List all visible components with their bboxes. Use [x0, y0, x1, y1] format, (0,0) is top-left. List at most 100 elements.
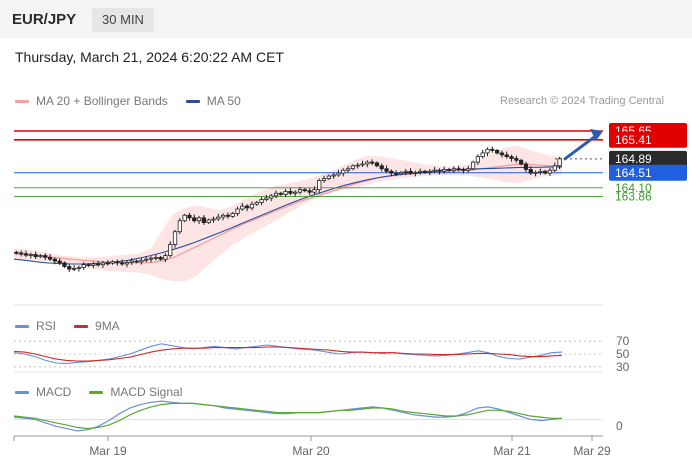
candle-body — [38, 255, 43, 258]
candle-body — [144, 258, 149, 261]
candle-body — [124, 262, 130, 265]
candle-body — [62, 262, 67, 267]
candle-body — [129, 260, 134, 263]
legend-ma20: MA 20 + Bollinger Bands — [15, 94, 168, 108]
candle-body — [456, 168, 461, 171]
candle-body — [307, 190, 312, 193]
candle-body — [384, 168, 389, 172]
candle-body — [321, 178, 327, 181]
candle-body — [365, 161, 370, 165]
candle-body — [115, 261, 120, 264]
price-label-box-165-41 — [609, 131, 687, 148]
candle-body — [120, 262, 125, 265]
candle-body — [514, 158, 519, 161]
ma50-line — [13, 166, 562, 265]
price-label-165-41: 165.41 — [615, 133, 652, 147]
legend-macd-label: MACD — [36, 385, 72, 399]
candle-body — [408, 170, 413, 174]
candle-body — [504, 154, 509, 158]
candle-body — [201, 217, 207, 223]
candle-body — [394, 172, 399, 175]
candle-body — [196, 217, 202, 222]
candle-body — [14, 251, 19, 254]
candle-body — [211, 218, 216, 221]
instrument-title: EUR/JPY — [12, 11, 77, 28]
top-bar: EUR/JPY 30 MIN — [0, 0, 692, 38]
legend-ma50: MA 50 — [185, 94, 241, 108]
legend-macd: MACD — [15, 385, 71, 399]
candle-body — [355, 164, 360, 167]
candle-body — [437, 169, 442, 172]
macd-legend: MACD MACD Signal — [15, 385, 200, 399]
candle-body — [398, 171, 404, 175]
candle-body — [95, 263, 101, 266]
candle-body — [403, 170, 408, 173]
candle-body — [57, 260, 62, 264]
interval-button[interactable]: 30 MIN — [92, 8, 154, 32]
candle-body — [177, 220, 182, 233]
candle-body — [490, 148, 495, 151]
candle-body — [442, 169, 447, 172]
candle-body — [206, 219, 211, 223]
candle-body — [480, 152, 485, 158]
candle-body — [153, 256, 158, 259]
candle-body — [225, 214, 231, 217]
legend-ma20-swatch — [15, 99, 29, 103]
candle-body — [547, 169, 553, 174]
candle-body — [168, 244, 173, 256]
candle-body — [331, 174, 336, 177]
candle-body — [182, 214, 187, 222]
candle-body — [369, 161, 375, 164]
candle-body — [374, 162, 380, 167]
candle-body — [81, 264, 86, 269]
candle-body — [451, 168, 456, 171]
candle-body — [71, 267, 77, 270]
ma20-line — [13, 163, 562, 264]
candle-body — [360, 163, 365, 166]
candle-body — [336, 172, 341, 176]
candle-body — [413, 171, 418, 174]
legend-9ma: 9MA — [74, 319, 120, 333]
rsi-tick-30: 30 — [616, 360, 630, 374]
candle-body — [216, 216, 221, 220]
candle-body — [528, 169, 533, 174]
candle-body — [139, 259, 144, 263]
candle-body — [418, 170, 423, 173]
legend-rsi: RSI — [15, 319, 56, 333]
price-label-164-51: 164.51 — [615, 166, 652, 180]
candle-body — [533, 171, 538, 174]
bollinger-band-area — [14, 145, 562, 282]
candle-body — [192, 217, 197, 222]
candle-body — [172, 231, 178, 245]
candle-body — [23, 253, 29, 256]
rsi-tick-70: 70 — [616, 334, 630, 348]
candle-body — [105, 262, 110, 265]
candle-body — [259, 199, 264, 203]
candle-body — [235, 208, 240, 214]
candle-body — [475, 156, 481, 163]
candle-body — [519, 159, 524, 165]
candle-body — [19, 252, 24, 255]
candle-body — [230, 213, 235, 217]
candle-body — [427, 170, 432, 173]
target-arrow-head — [590, 128, 603, 141]
candle-body — [552, 165, 557, 171]
x-tick-label: Mar 29 — [573, 444, 611, 458]
legend-rsi-label: RSI — [36, 319, 57, 333]
candle-body — [470, 161, 476, 170]
candle-body — [148, 257, 154, 260]
candle-body — [494, 150, 500, 154]
legend-macd-swatch — [15, 390, 29, 394]
legend-macd-signal-label: MACD Signal — [110, 385, 183, 399]
x-tick-label: Mar 20 — [292, 444, 330, 458]
candle-body — [432, 169, 437, 172]
target-arrow-shaft — [563, 133, 599, 161]
candle-body — [158, 256, 163, 260]
candle-body — [312, 189, 317, 193]
candle-body — [523, 163, 529, 170]
rsi-series-9ma — [13, 346, 563, 362]
legend-rsi-swatch — [15, 324, 29, 328]
candle-body — [254, 202, 259, 205]
macd-tick-0: 0 — [616, 419, 623, 433]
